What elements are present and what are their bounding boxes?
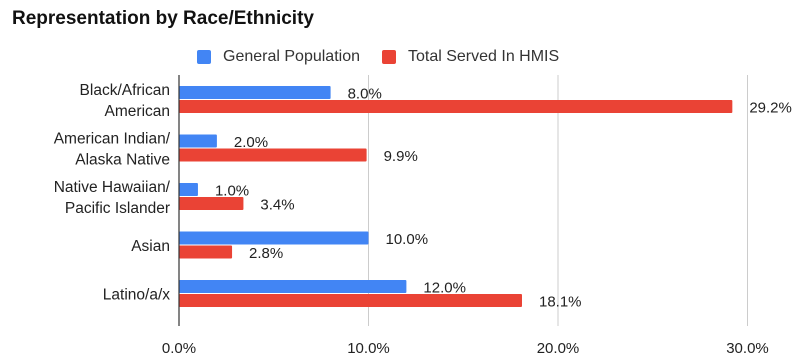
bar bbox=[179, 294, 522, 307]
category-label: Native Hawaiian/ bbox=[54, 179, 171, 196]
data-label: 12.0% bbox=[423, 280, 466, 297]
data-label: 8.0% bbox=[348, 86, 382, 103]
legend-label-total-served: Total Served In HMIS bbox=[407, 48, 560, 65]
data-label: 18.1% bbox=[539, 294, 582, 311]
legend-swatch-general-population bbox=[197, 50, 211, 64]
data-label: 9.9% bbox=[384, 148, 418, 165]
category-label: American Indian/ bbox=[54, 131, 171, 148]
chart-legend: General Population Total Served In HMIS bbox=[197, 46, 581, 68]
x-tick-label: 0.0% bbox=[162, 340, 196, 356]
data-label: 3.4% bbox=[260, 197, 294, 214]
x-tick-label: 30.0% bbox=[726, 340, 769, 356]
legend-item-general-population: General Population bbox=[197, 48, 360, 66]
legend-label-general-population: General Population bbox=[223, 48, 360, 65]
bar bbox=[179, 100, 733, 113]
bar bbox=[179, 280, 407, 293]
data-label: 1.0% bbox=[215, 183, 249, 200]
category-label: Alaska Native bbox=[75, 152, 170, 169]
bar bbox=[179, 86, 331, 99]
x-tick-label: 10.0% bbox=[347, 340, 390, 356]
bar bbox=[179, 183, 198, 196]
category-label: Asian bbox=[131, 238, 170, 255]
category-label: Black/African bbox=[80, 82, 170, 99]
x-tick-label: 20.0% bbox=[537, 340, 580, 356]
bar bbox=[179, 245, 233, 259]
bar bbox=[179, 197, 244, 210]
category-label: American bbox=[105, 103, 170, 120]
bar bbox=[179, 134, 217, 148]
chart-title: Representation by Race/Ethnicity bbox=[12, 8, 314, 29]
data-label: 10.0% bbox=[386, 231, 429, 248]
bar bbox=[179, 148, 367, 162]
category-label: Pacific Islander bbox=[65, 200, 170, 217]
data-label: 29.2% bbox=[749, 100, 792, 117]
category-label: Latino/a/x bbox=[103, 287, 170, 304]
legend-item-total-served: Total Served In HMIS bbox=[381, 48, 560, 66]
data-label: 2.0% bbox=[234, 134, 268, 151]
data-label: 2.8% bbox=[249, 245, 283, 262]
legend-swatch-total-served bbox=[381, 50, 396, 64]
bar bbox=[179, 231, 369, 245]
